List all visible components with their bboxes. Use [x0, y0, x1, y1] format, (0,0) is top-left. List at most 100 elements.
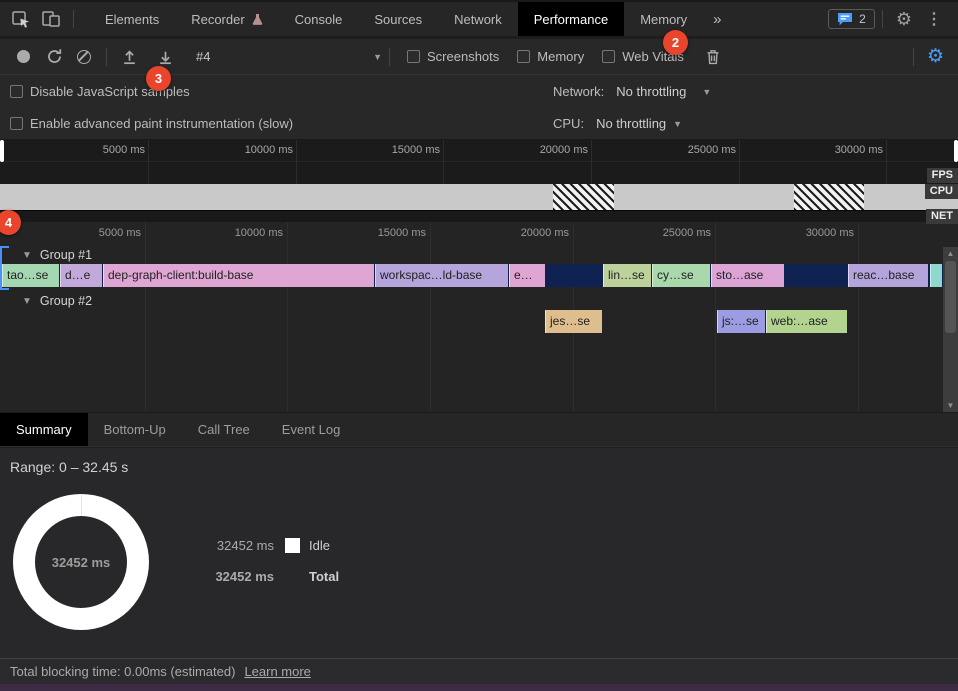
detail-tick-label: 15000 ms [377, 227, 426, 239]
checkbox-box[interactable] [10, 85, 23, 98]
overview-ruler: 5000 ms 10000 ms 15000 ms 20000 ms 25000 ms 3… [0, 140, 958, 162]
tab-performance[interactable]: Performance [517, 2, 625, 36]
desktop-background-strip [0, 684, 958, 691]
overview-net-band [0, 210, 958, 222]
fps-lane-label: FPS [926, 168, 958, 183]
chevron-down-icon[interactable]: ▼ [22, 295, 32, 307]
group-label: Group #2 [39, 294, 93, 308]
legend-value: 32452 ms [215, 569, 274, 584]
tab-label: Network [454, 11, 502, 27]
footer-bar: Total blocking time: 0.00ms (estimated) … [0, 658, 958, 684]
chevron-down-icon[interactable]: ▼ [22, 249, 32, 261]
scroll-down-arrow[interactable]: ▼ [946, 401, 955, 410]
timeline-bar[interactable] [930, 264, 942, 287]
history-select[interactable]: #4 ▼ [196, 49, 382, 64]
overview-gridline [591, 140, 592, 184]
overview-gridline [148, 140, 149, 184]
overview-gridline [296, 140, 297, 184]
scroll-up-arrow[interactable]: ▲ [946, 249, 955, 258]
tab-network[interactable]: Network [438, 2, 518, 36]
timeline-bar[interactable]: tao…se [2, 264, 59, 287]
tab-call-tree[interactable]: Call Tree [197, 422, 250, 437]
timeline-overview[interactable]: 5000 ms 10000 ms 15000 ms 20000 ms 25000 ms 3… [0, 140, 958, 224]
divider [106, 47, 107, 66]
timeline-bar[interactable]: jes…se [545, 310, 602, 333]
timeline-bar[interactable]: lin…se [603, 264, 651, 287]
learn-more-link[interactable]: Learn more [244, 664, 311, 679]
overview-gridline [739, 140, 740, 184]
capture-settings-gear-icon[interactable]: ⚙ [926, 46, 944, 67]
timeline-bar[interactable]: e… [509, 264, 545, 287]
cpu-lane-label: CPU [924, 184, 958, 199]
screenshots-checkbox[interactable]: Screenshots [407, 49, 499, 64]
cpu-idle-hatch [553, 184, 614, 210]
summary-pane: Range: 0 – 32.45 s 32452 ms 32452 ms Idle… [0, 448, 958, 658]
checkbox-box[interactable] [602, 50, 616, 63]
save-profile-icon[interactable] [150, 48, 180, 65]
tab-elements[interactable]: Elements [89, 2, 175, 36]
detail-tick-label: 10000 ms [234, 227, 283, 239]
summary-legend: 32452 ms Idle 32452 ms Total [206, 538, 339, 584]
memory-checkbox[interactable]: Memory [517, 49, 584, 64]
tab-memory[interactable]: Memory [624, 2, 703, 36]
annotation-badge-3[interactable]: 3 [146, 66, 171, 91]
device-toolbar-icon[interactable] [36, 2, 66, 36]
checkbox-box[interactable] [517, 50, 531, 63]
trash-icon[interactable] [698, 49, 728, 65]
tab-event-log[interactable]: Event Log [281, 422, 341, 437]
record-button[interactable] [17, 50, 30, 63]
toolbar-right-cluster: ⚙ [906, 47, 958, 66]
feedback-button[interactable]: 2 [828, 9, 875, 29]
range-label: Range: 0 – 32.45 s [10, 459, 129, 475]
tab-sources[interactable]: Sources [358, 2, 438, 36]
total-blocking-time-text: Total blocking time: 0.00ms (estimated) [10, 664, 236, 679]
reload-and-record-icon[interactable] [39, 48, 69, 65]
settings-gear-icon[interactable]: ⚙ [895, 9, 912, 29]
tab-console[interactable]: Console [279, 2, 359, 36]
network-throttling-select[interactable]: Network: No throttling ▼ [553, 84, 711, 99]
chevron-down-icon: ▼ [702, 86, 712, 97]
clear-icon[interactable] [69, 49, 99, 64]
detail-gridline [715, 222, 716, 412]
advanced-paint-checkbox[interactable]: Enable advanced paint instrumentation (s… [10, 116, 293, 131]
timeline-bar[interactable]: dep-graph-client:build-base [103, 264, 374, 287]
checkbox-label: Enable advanced paint instrumentation (s… [30, 116, 294, 131]
load-profile-icon[interactable] [114, 48, 144, 65]
timeline-bar[interactable]: d…e [60, 264, 102, 287]
scrollbar-thumb[interactable] [945, 261, 956, 333]
inspect-element-icon[interactable] [6, 2, 36, 36]
timeline-detail[interactable]: 5000 ms 10000 ms 15000 ms 20000 ms 25000 ms 3… [0, 222, 958, 412]
checkbox-box[interactable] [10, 117, 23, 130]
selection-bracket [0, 246, 9, 290]
timeline-bar[interactable]: reac…base [848, 264, 928, 287]
overview-left-handle[interactable] [0, 140, 4, 162]
annotation-badge-2[interactable]: 2 [663, 30, 688, 55]
annotation-badge-4[interactable]: 4 [0, 210, 21, 235]
overview-right-handle[interactable] [954, 140, 958, 162]
timeline-bar[interactable]: web:…ase [766, 310, 847, 333]
group-header-group-1[interactable]: ▼ Group #1 [0, 246, 92, 264]
more-tabs-chevron[interactable]: » [713, 10, 722, 28]
performance-toolbar: #4 ▼ Screenshots Memory Web Vitals ⚙ [0, 39, 958, 75]
timeline-bar[interactable]: workspac…ld-base [375, 264, 508, 287]
group-header-group-2[interactable]: ▼ Group #2 [0, 292, 92, 310]
cpu-throttling-select[interactable]: CPU: No throttling ▼ [553, 116, 682, 131]
vertical-scrollbar[interactable]: ▲ ▼ [943, 247, 958, 412]
details-tabbar: Summary Bottom-Up Call Tree Event Log [0, 412, 958, 447]
timeline-bar[interactable]: js:…se [717, 310, 765, 333]
network-label: Network: [553, 84, 605, 99]
customize-menu-icon[interactable]: ⋮ [926, 11, 942, 28]
tab-recorder[interactable]: Recorder [175, 2, 278, 36]
tab-summary[interactable]: Summary [0, 413, 88, 446]
tab-bottom-up[interactable]: Bottom-Up [103, 422, 166, 437]
toolbar-checkboxes: Screenshots Memory Web Vitals [407, 49, 684, 64]
tab-label: Elements [105, 11, 160, 27]
options-row-2: Enable advanced paint instrumentation (s… [0, 108, 958, 140]
donut-divider [81, 494, 82, 516]
divider [912, 47, 914, 66]
timeline-bar[interactable]: sto…ase [711, 264, 784, 287]
divider [389, 47, 390, 66]
timeline-bar[interactable]: cy…se [652, 264, 710, 287]
checkbox-box[interactable] [407, 50, 420, 63]
detail-gridline [287, 222, 288, 412]
